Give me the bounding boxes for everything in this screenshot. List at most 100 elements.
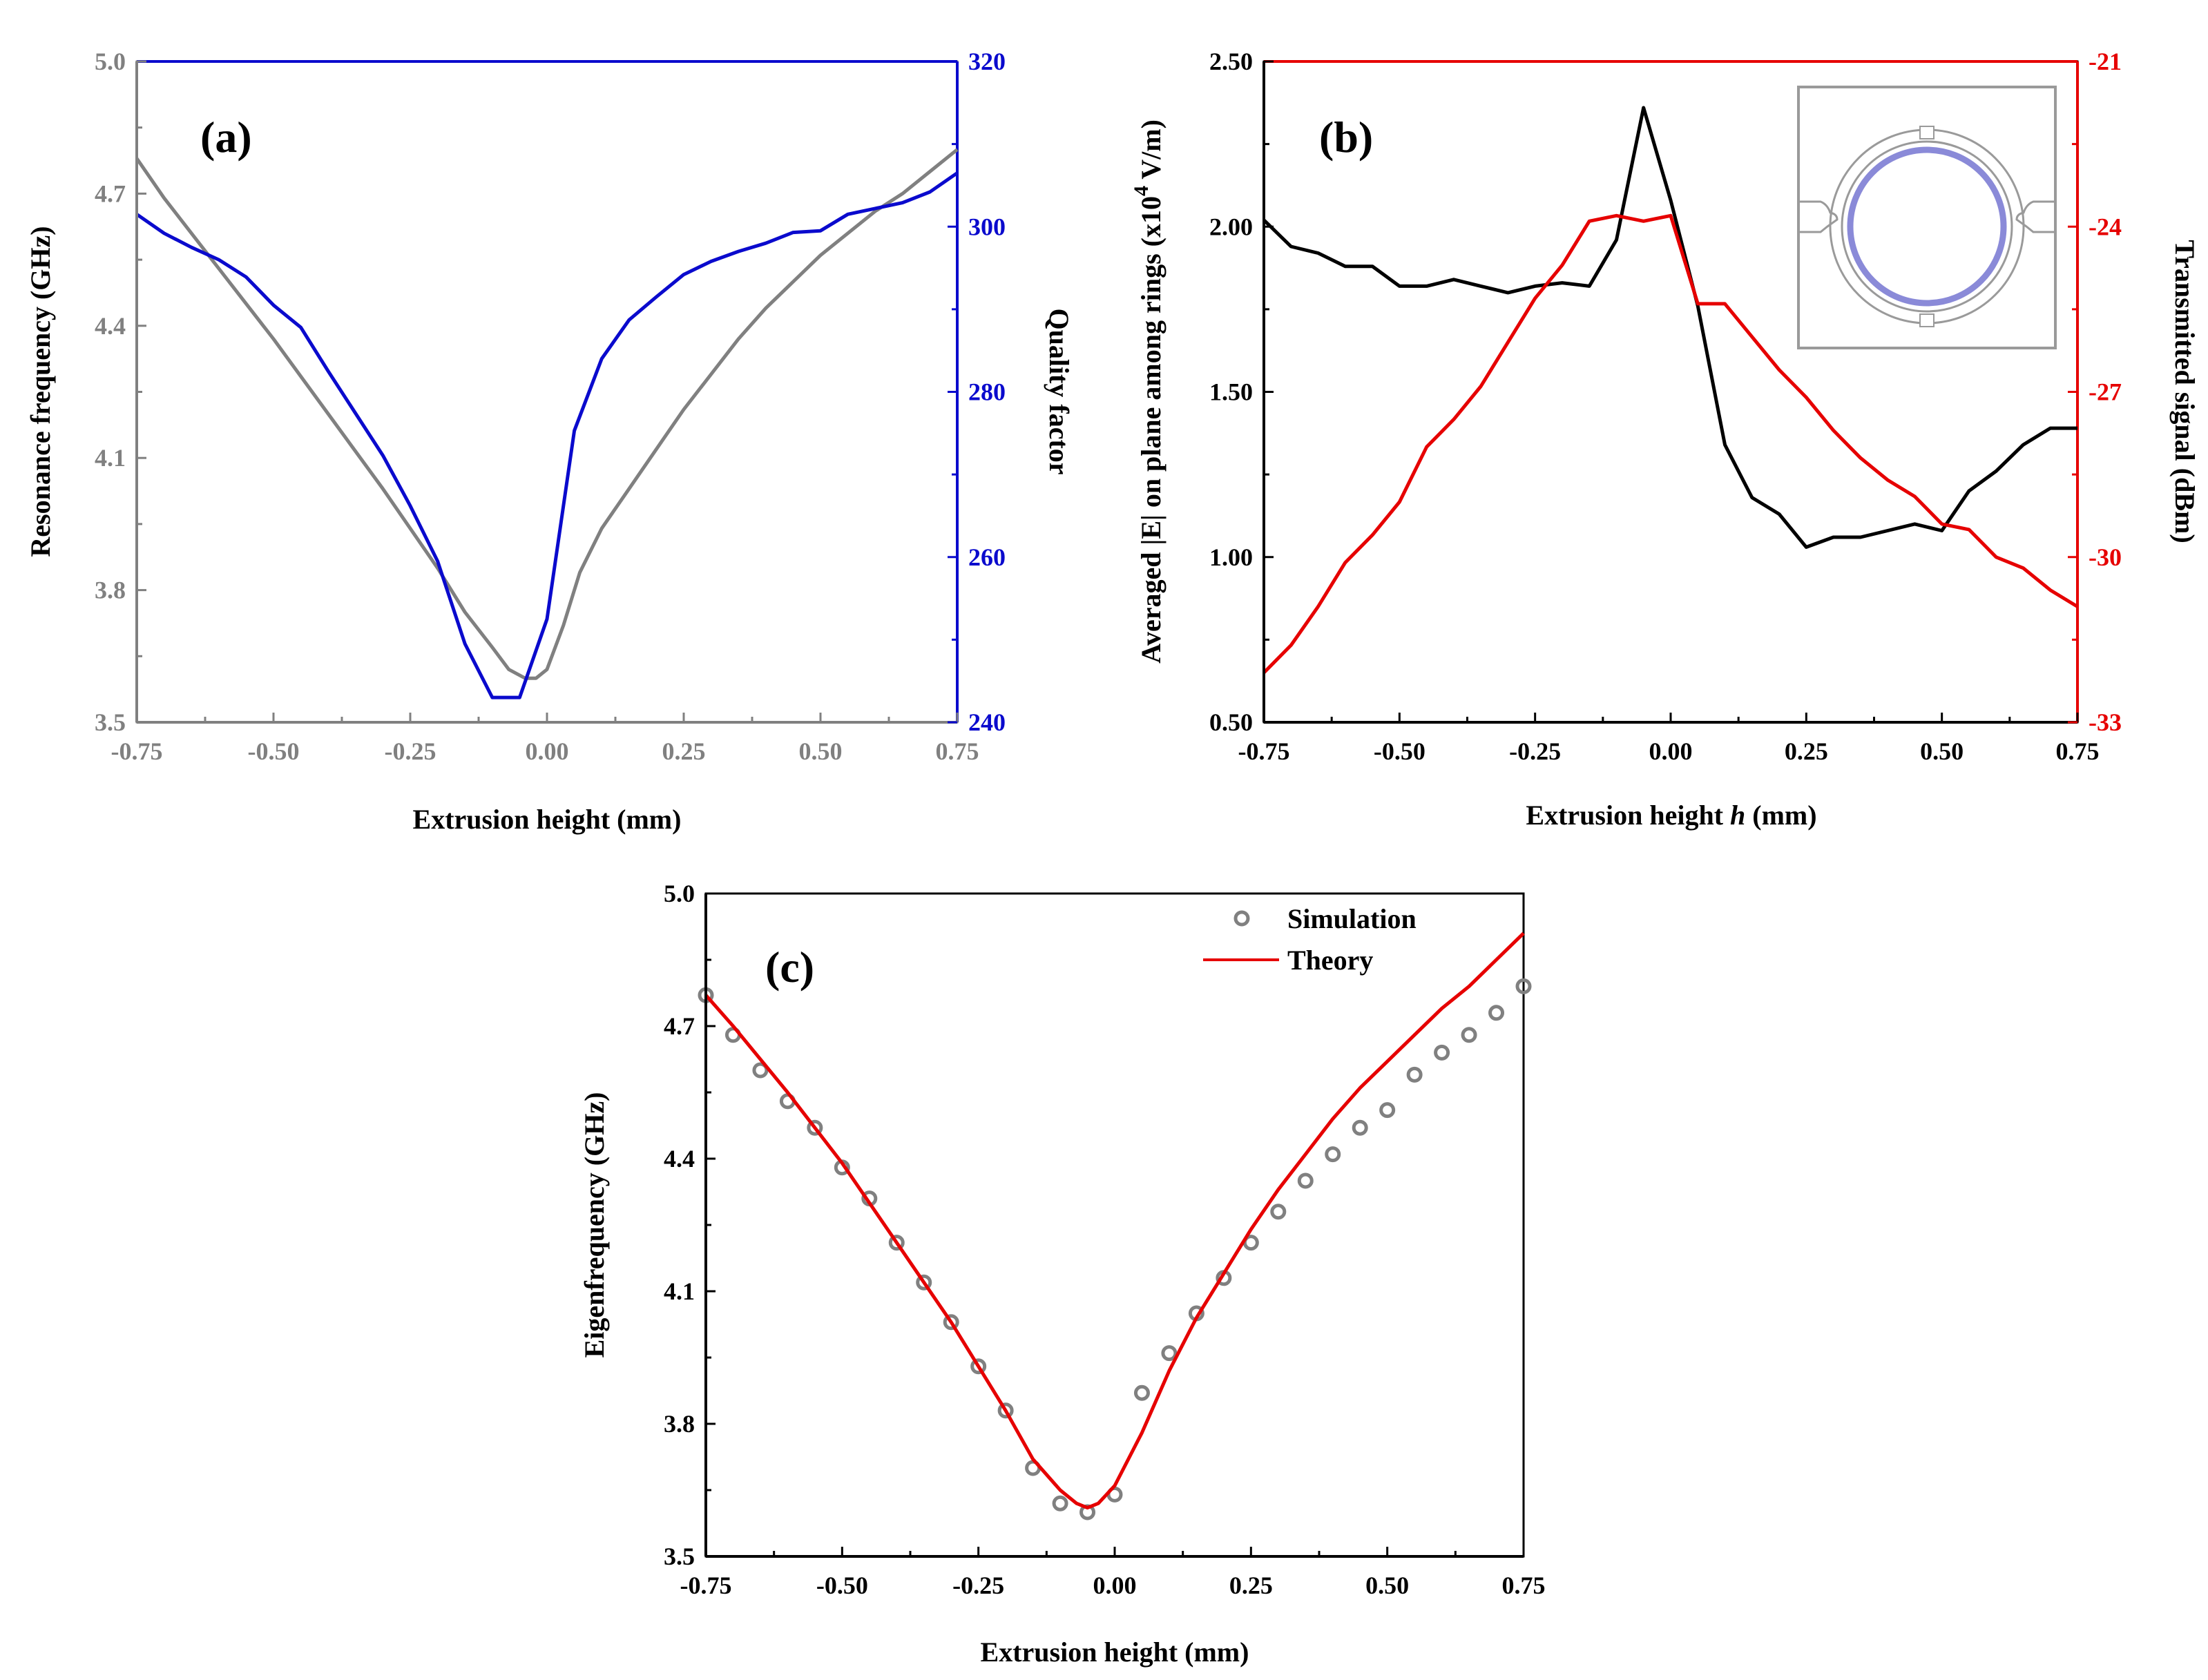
- panel-c-simulation-point: [1379, 1102, 1396, 1119]
- inner-ring: [1847, 146, 2007, 307]
- panel-c-simulation-point: [807, 1119, 823, 1136]
- panel-b-x-tick-label: 0.00: [1649, 737, 1693, 765]
- panel-c-simulation-point: [1133, 1384, 1150, 1401]
- panel-c-x-tick-label: -0.50: [816, 1572, 868, 1599]
- panel-c-theory-line: [704, 931, 1525, 1510]
- panel-c-x-tick-label: -0.25: [952, 1572, 1004, 1599]
- panel-a-x-tick-label: -0.75: [111, 737, 163, 765]
- panel-c-simulation-point: [1161, 1345, 1178, 1362]
- panel-b-right-axis-label: Transmitted signal (dBm): [2169, 240, 2200, 543]
- panel-b-right-tick-label: -33: [2089, 708, 2122, 736]
- panel-b-transmitted-signal-line: [1263, 213, 2079, 674]
- legend-simulation-label: Simulation: [1287, 903, 1417, 934]
- ring-gap-top: [1919, 126, 1935, 139]
- panel-a-quality-factor-line: [135, 171, 959, 699]
- panel-c-y-axis-label: Eigenfrequency (GHz): [579, 1092, 610, 1358]
- panel-b-label: (b): [1319, 113, 1373, 162]
- panel-b-x-tick-label: 0.25: [1785, 737, 1828, 765]
- panel-c-simulation-point: [997, 1402, 1014, 1419]
- panel-a-y-tick-label: 3.5: [95, 708, 126, 736]
- panel-c-simulation-point: [1052, 1495, 1068, 1512]
- panel-a-x-tick-label: 0.00: [526, 737, 569, 765]
- output-probe: [2015, 200, 2055, 233]
- legend-theory-label: Theory: [1287, 945, 1373, 976]
- panel-b-x-tick-label: 0.50: [1920, 737, 1964, 765]
- panel-b-x-axis-label-prefix: Extrusion height: [1526, 800, 1730, 831]
- panel-a: -0.75 -0.50 -0.25 0.00 0.25 0.50 0.75 3.5 3.8 4.1…: [25, 48, 1075, 835]
- panel-b-x-tick-label: -0.25: [1509, 737, 1561, 765]
- device-inset: [1797, 86, 2057, 349]
- panel-c-simulation-point: [1488, 1005, 1505, 1021]
- panel-a-right-tick-label: 240: [968, 708, 1006, 736]
- panel-c-y-tick-label: 5.0: [664, 880, 695, 907]
- input-probe: [1798, 200, 1839, 233]
- panel-c-x-tick-label: 0.50: [1365, 1572, 1409, 1599]
- panel-c-x-tick-label: 0.75: [1502, 1572, 1546, 1599]
- panel-b-y-axis-label-main: Averaged |E| on plane among rings (x10: [1135, 196, 1167, 664]
- panel-c-simulation-point: [970, 1358, 987, 1375]
- panel-c-simulation-point: [1406, 1066, 1423, 1083]
- panel-b-x-axis-label-h: h: [1730, 800, 1745, 831]
- panel-c-simulation-point: [916, 1274, 932, 1291]
- panel-a-resonance-frequency-line: [135, 148, 959, 680]
- panel-b-y-tick-label: 2.50: [1209, 48, 1253, 75]
- panel-b-x-tick-label: -0.75: [1238, 737, 1290, 765]
- panel-c-simulation-point: [1325, 1146, 1341, 1163]
- panel-a-x-tick-label: -0.50: [248, 737, 300, 765]
- panel-c-y-tick-label: 3.8: [664, 1410, 695, 1438]
- panel-a-label: (a): [200, 113, 252, 162]
- panel-c-simulation-point: [1434, 1044, 1450, 1061]
- panel-b-y-axis-label-exp: 4: [1130, 186, 1153, 196]
- panel-b: -0.75 -0.50 -0.25 0.00 0.25 0.50 0.75 0.50 1.00 1…: [1130, 48, 2200, 831]
- panel-c-label: (c): [765, 943, 814, 992]
- panel-c-legend: Simulation Theory: [1203, 903, 1417, 976]
- panel-b-y-tick-label: 1.50: [1209, 378, 1253, 406]
- panel-a-right-tick-label: 260: [968, 543, 1006, 571]
- panel-a-right-axis-label: Quality factor: [1044, 308, 1075, 474]
- panel-a-y-axis-label: Resonance frequency (GHz): [25, 226, 56, 557]
- panel-a-y-tick-label: 4.1: [95, 444, 126, 472]
- panel-b-y-axis-label: Averaged |E| on plane among rings (x104 …: [1130, 119, 1167, 664]
- panel-c-simulation-point: [1515, 978, 1532, 994]
- ring-gap-bottom: [1919, 313, 1935, 327]
- panel-c-y-tick-label: 4.1: [664, 1277, 695, 1305]
- panel-c-simulation-point: [1352, 1119, 1368, 1136]
- panel-c-x-tick-label: 0.00: [1093, 1572, 1137, 1599]
- panel-b-y-tick-label: 2.00: [1209, 213, 1253, 240]
- panel-c-y-tick-label: 4.7: [664, 1012, 695, 1040]
- panel-b-x-tick-label: 0.75: [2056, 737, 2100, 765]
- panel-c-simulation-point: [943, 1314, 959, 1331]
- panel-b-averaged-e-line: [1263, 106, 2077, 549]
- panel-b-right-tick-label: -24: [2089, 213, 2122, 240]
- panel-a-x-tick-label: 0.25: [662, 737, 706, 765]
- panel-b-y-tick-label: 0.50: [1209, 708, 1253, 736]
- panel-c-y-tick-label: 4.4: [664, 1145, 695, 1172]
- panel-b-y-tick-label: 1.00: [1209, 543, 1253, 571]
- panel-b-right-tick-label: -27: [2089, 378, 2122, 406]
- panel-b-right-tick-label: -21: [2089, 48, 2122, 75]
- panel-b-x-axis-label-suffix: (mm): [1745, 800, 1816, 831]
- panel-c-simulation-point: [1461, 1027, 1477, 1043]
- panel-a-x-tick-label: 0.50: [799, 737, 843, 765]
- panel-c-x-tick-label: -0.75: [680, 1572, 732, 1599]
- panel-a-right-tick-label: 300: [968, 213, 1006, 240]
- panel-c-simulation-point: [1297, 1172, 1314, 1189]
- middle-ring: [1841, 140, 2013, 313]
- panel-a-y-tick-label: 4.4: [95, 312, 126, 340]
- panel-b-x-axis-label: Extrusion height h (mm): [1526, 800, 1816, 831]
- panel-b-right-tick-label: -30: [2089, 543, 2122, 571]
- panel-c-simulation-point: [888, 1235, 905, 1251]
- panel-a-x-axis-label: Extrusion height (mm): [413, 804, 682, 835]
- panel-a-y-tick-label: 5.0: [95, 48, 126, 75]
- panel-c: -0.75 -0.50 -0.25 0.00 0.25 0.50 0.75 3.5 3.8 4.1…: [579, 880, 1546, 1668]
- panel-a-right-tick-label: 320: [968, 48, 1006, 75]
- panel-a-x-tick-label: -0.25: [385, 737, 436, 765]
- panel-a-y-tick-label: 4.7: [95, 180, 126, 207]
- panel-c-x-axis-label: Extrusion height (mm): [981, 1636, 1249, 1668]
- panel-c-plot-frame: [704, 892, 1525, 1558]
- legend-simulation-marker: [1233, 910, 1250, 927]
- panel-a-x-tick-label: 0.75: [936, 737, 979, 765]
- panel-b-x-tick-label: -0.50: [1374, 737, 1425, 765]
- panel-c-y-tick-label: 3.5: [664, 1543, 695, 1570]
